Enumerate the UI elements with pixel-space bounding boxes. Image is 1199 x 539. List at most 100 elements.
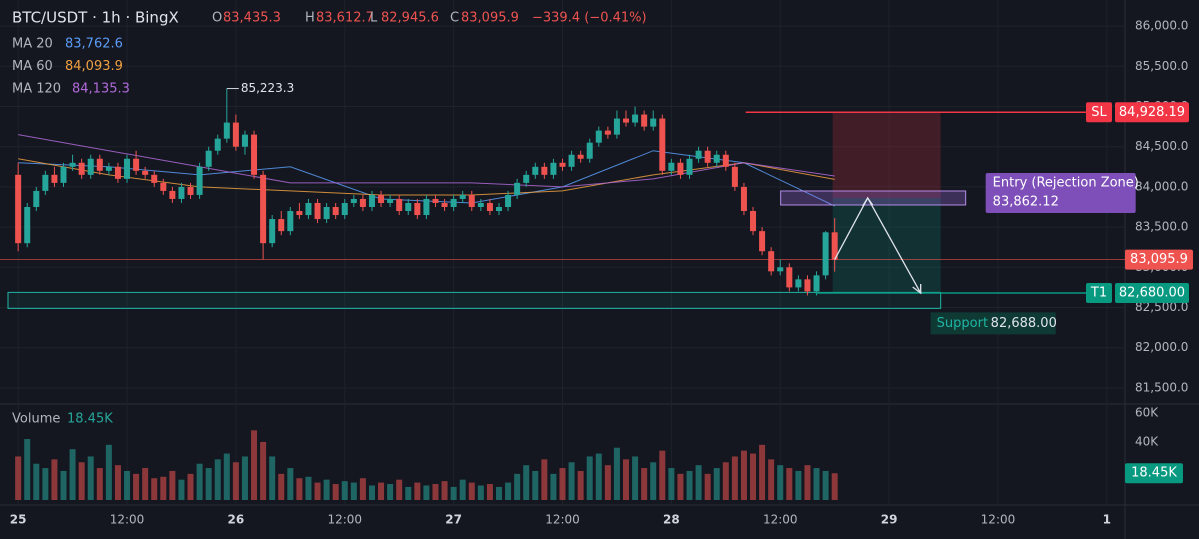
candle-body: [296, 211, 303, 216]
volume-bar: [795, 470, 802, 500]
candle-body: [359, 198, 366, 207]
volume-bar: [33, 463, 40, 500]
y-tick-label: 84,500.0: [1135, 139, 1188, 153]
reward-zone: [832, 197, 941, 294]
candle-body: [477, 202, 484, 207]
volume-bar: [441, 481, 448, 500]
candle-body: [287, 211, 294, 232]
candle-body: [251, 134, 258, 175]
chart-title: BTC/USDT · 1h · BingX: [12, 9, 179, 27]
peak-label: 85,223.3: [241, 81, 294, 95]
candle-body: [432, 198, 439, 203]
volume-bar: [78, 462, 85, 500]
candle-body: [641, 114, 648, 127]
zones: [0, 112, 1125, 309]
volume-bar: [623, 459, 630, 500]
volume-name: Volume: [12, 412, 60, 427]
candle-body: [33, 190, 40, 207]
volume-bar: [632, 456, 639, 500]
volume-bar: [486, 484, 493, 500]
volume-bar: [659, 450, 666, 500]
volume-bar: [387, 484, 394, 500]
volume-bar: [405, 486, 412, 500]
candle-body: [96, 158, 103, 171]
candle-body: [768, 251, 775, 272]
volume-bar: [60, 470, 67, 500]
x-tick-label: 1: [1103, 513, 1111, 527]
ohlc-value: 83,612.7: [316, 11, 374, 26]
volume-bar: [396, 479, 403, 500]
candle-body: [650, 118, 657, 127]
x-tick-label: 26: [228, 513, 245, 527]
candle-body: [523, 174, 530, 183]
ohlc-key: L: [370, 11, 378, 26]
candle-body: [532, 166, 539, 175]
candle-body: [69, 162, 76, 167]
ma-legend-name: MA 120: [12, 82, 61, 97]
volume-bar: [341, 481, 348, 500]
volume-bar: [151, 478, 158, 500]
candle-body: [205, 150, 212, 167]
sl-value: 84,928.19: [1119, 105, 1185, 120]
candle-body: [722, 154, 729, 167]
volume-bar: [187, 473, 194, 500]
volume-bar: [686, 470, 693, 500]
candle-body: [713, 154, 720, 163]
volume-bar: [777, 465, 784, 500]
candle-body: [468, 194, 475, 207]
candle-body: [577, 154, 584, 159]
volume-bar: [223, 453, 230, 500]
candle-body: [595, 130, 602, 143]
y-tick-label: 82,000.0: [1135, 340, 1188, 354]
y-tick-label: 84,000.0: [1135, 179, 1188, 193]
volume-bar: [495, 486, 502, 500]
volume-bar: [759, 444, 766, 500]
candle-body: [332, 207, 339, 216]
volume-bar: [133, 473, 140, 500]
candle-body: [87, 158, 94, 175]
volume-bar: [432, 484, 439, 500]
candle-body: [368, 194, 375, 207]
volume-bar: [205, 468, 212, 500]
volume-bar: [423, 485, 430, 500]
candle-body: [241, 134, 248, 147]
candle-body: [786, 267, 793, 288]
volume-bar: [514, 473, 521, 500]
volume-bar: [786, 468, 793, 500]
entry-value: 83,862.12: [993, 194, 1059, 209]
x-tick-label: 12:00: [545, 513, 580, 527]
volume-bar: [350, 482, 357, 500]
volume-bar: [523, 465, 530, 500]
candle-body: [387, 198, 394, 203]
volume-bar: [51, 459, 58, 500]
volume-bar: [15, 456, 22, 500]
ma-legend-name: MA 60: [12, 59, 53, 74]
support-label-box: [930, 312, 1056, 335]
candle-body: [804, 279, 811, 292]
t1-value-box: [1115, 283, 1189, 304]
change-label: −339.4 (−0.41%): [532, 11, 647, 26]
ohlc-value: 82,945.6: [381, 11, 439, 26]
overlay: MA 20 83,762.6 MA 60 84,093.9 MA 120 84,135.3…: [12, 11, 1193, 484]
candle-body: [459, 194, 466, 199]
volume-tick-label: 60K: [1135, 405, 1159, 419]
entry-label-box: [985, 172, 1136, 213]
x-tick-label: 29: [881, 513, 898, 527]
candle-body: [759, 231, 766, 252]
candle-body: [42, 174, 49, 191]
candle-body: [160, 182, 167, 191]
volume-bar: [105, 444, 112, 500]
volume-bar: [613, 447, 620, 500]
risk-zone: [832, 112, 941, 198]
volume-bar: [768, 459, 775, 500]
candle-body: [450, 198, 457, 207]
volume-bar: [677, 473, 684, 500]
x-tick-label: 12:00: [110, 513, 145, 527]
support-name: Support: [937, 316, 988, 331]
volume-bar: [813, 468, 820, 500]
candle-body: [550, 162, 557, 175]
candle-body: [114, 166, 121, 179]
volume-bar: [468, 482, 475, 500]
ohlc-value: 83,095.9: [461, 11, 519, 26]
